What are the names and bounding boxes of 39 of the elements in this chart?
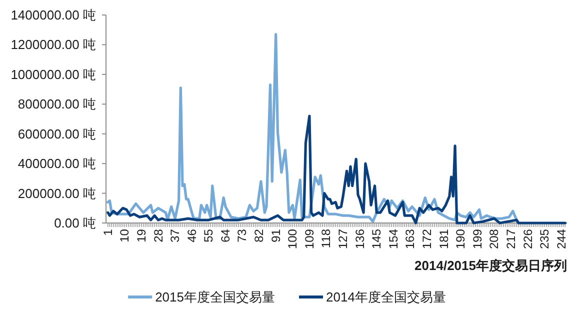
y-tick-label: 1400000.00 吨: [10, 8, 96, 22]
x-tick-label: 64: [218, 229, 232, 242]
x-tick-label: 190: [454, 229, 468, 250]
legend-label: 2014年度全国交易量: [326, 290, 446, 304]
x-tick-label: 109: [302, 229, 316, 250]
y-tick-label: 1200000.00 吨: [10, 37, 96, 52]
x-tick-label: 82: [252, 229, 266, 242]
x-tick-label: 19: [134, 229, 148, 242]
x-tick-label: 163: [403, 229, 418, 250]
x-tick-label: 199: [470, 229, 484, 250]
x-tick-label: 208: [487, 229, 502, 250]
legend-label: 2015年度全国交易量: [155, 290, 275, 304]
x-tick-label: 1: [100, 229, 115, 236]
x-tick-label: 235: [538, 229, 552, 250]
x-tick-label: 46: [184, 229, 199, 242]
y-tick-label: 1000000.00 吨: [10, 66, 96, 82]
x-axis-title: 2014/2015年度交易日序列: [414, 258, 567, 273]
x-tick-label: 28: [151, 229, 166, 242]
y-tick-label: 400000.00 吨: [18, 156, 96, 172]
x-tick-label: 91: [268, 229, 283, 242]
x-tick-label: 55: [202, 229, 216, 242]
y-tick-label: 800000.00 吨: [18, 96, 96, 112]
x-tick-label: 181: [436, 229, 451, 250]
x-tick-label: 100: [286, 229, 300, 250]
y-tick-label: 600000.00 吨: [18, 126, 96, 142]
x-tick-label: 217: [504, 229, 518, 250]
x-tick-label: 145: [370, 229, 384, 250]
x-tick-label: 37: [168, 229, 182, 242]
x-tick-label: 10: [118, 229, 132, 242]
x-tick-label: 73: [235, 229, 250, 242]
y-tick-label: 200000.00 吨: [18, 186, 96, 201]
y-tick-label: 0.00 吨: [54, 216, 96, 230]
x-tick-label: 118: [319, 229, 334, 248]
x-tick-label: 244: [554, 229, 568, 250]
x-tick-label: 127: [336, 229, 350, 250]
x-tick-label: 172: [420, 229, 434, 250]
x-tick-label: 226: [520, 229, 535, 250]
x-tick-label: 136: [352, 229, 367, 250]
x-tick-label: 154: [386, 229, 400, 250]
